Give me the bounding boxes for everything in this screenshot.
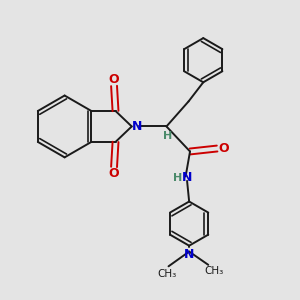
Text: CH₃: CH₃ [204, 266, 223, 276]
Text: H: H [173, 173, 182, 183]
Text: H: H [163, 131, 172, 141]
Text: O: O [109, 73, 119, 86]
Text: O: O [218, 142, 229, 155]
Text: N: N [184, 248, 194, 261]
Text: N: N [132, 120, 142, 133]
Text: CH₃: CH₃ [158, 269, 177, 279]
Text: N: N [182, 172, 192, 184]
Text: O: O [109, 167, 119, 180]
